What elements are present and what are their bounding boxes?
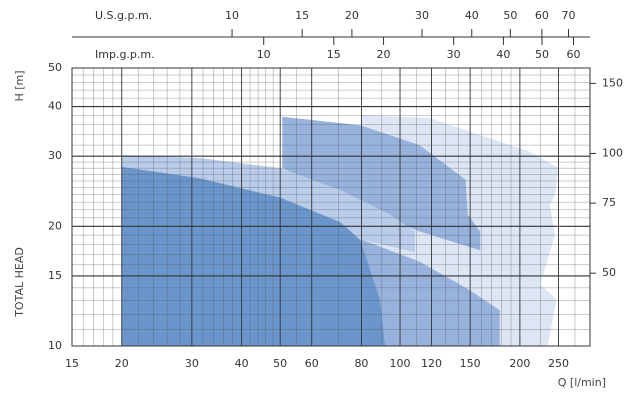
plot-frame	[71, 67, 591, 347]
top-axis-tick-label: 40	[496, 48, 510, 61]
top-axis-tick-label: 10	[225, 9, 239, 22]
y-tick-label: 20	[48, 219, 62, 232]
top-axis-tick-label: 20	[345, 9, 359, 22]
pump-curve-area	[282, 116, 481, 251]
x-tick-label: 50	[273, 357, 287, 370]
top-axis-label: Imp.g.p.m.	[95, 48, 155, 61]
x-axis-label: Q [l/min]	[558, 376, 606, 389]
y2-tick-label: 50	[602, 266, 616, 279]
x-tick-label: 250	[548, 357, 569, 370]
top-axis-tick-label: 70	[562, 9, 576, 22]
x-tick-label: 200	[509, 357, 530, 370]
x-tick-label: 120	[421, 357, 442, 370]
top-axis-tick-label: 60	[535, 9, 549, 22]
x-tick-label: 150	[460, 357, 481, 370]
y-tick-label: 30	[48, 149, 62, 162]
pump-curve-area	[121, 166, 386, 346]
top-axis-tick-label: 15	[327, 48, 341, 61]
y-axis-title: TOTAL HEAD	[13, 247, 26, 318]
x-tick-label: 60	[305, 357, 319, 370]
x-tick-label: 40	[235, 357, 249, 370]
top-axis-tick-label: 50	[503, 9, 517, 22]
y-axis-label: H [m]	[13, 70, 26, 101]
top-axis-tick-label: 10	[257, 48, 271, 61]
pump-curve-area	[350, 239, 500, 346]
top-axis-tick-label: 60	[567, 48, 581, 61]
top-axis-tick-label: 30	[415, 9, 429, 22]
x-tick-label: 30	[185, 357, 199, 370]
x-tick-label: 100	[390, 357, 411, 370]
x-tick-label: 15	[65, 357, 79, 370]
top-axis-label: U.S.g.p.m.	[95, 9, 152, 22]
top-axis-tick-label: 15	[295, 9, 309, 22]
x-tick-label: 80	[354, 357, 368, 370]
top-axis-tick-label: 30	[447, 48, 461, 61]
y-tick-label: 10	[48, 339, 62, 352]
y-tick-label: 15	[48, 269, 62, 282]
y-tick-label: 40	[48, 100, 62, 113]
top-axis-tick-label: 50	[535, 48, 549, 61]
y2-tick-label: 75	[602, 196, 616, 209]
y2-tick-label: 150	[602, 76, 623, 89]
x-tick-label: 20	[115, 357, 129, 370]
top-axis-tick-label: 20	[377, 48, 391, 61]
y-tick-label: 50	[48, 61, 62, 74]
top-axis-tick-label: 40	[465, 9, 479, 22]
y2-tick-label: 100	[602, 146, 623, 159]
